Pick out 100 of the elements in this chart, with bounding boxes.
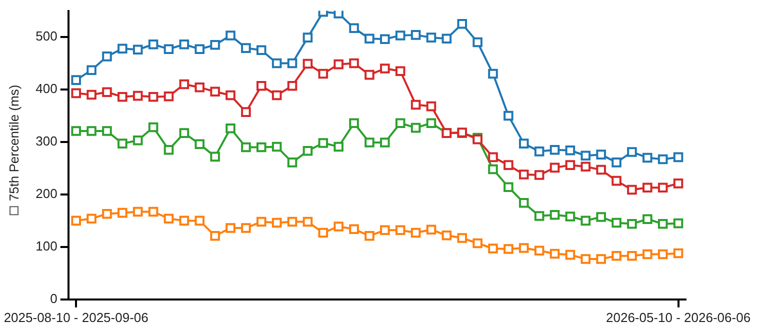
point (256, 142, 266, 152)
point (287, 158, 298, 168)
point (164, 91, 174, 102)
point (179, 39, 190, 50)
point (71, 88, 81, 98)
point (102, 87, 112, 98)
point (565, 160, 576, 170)
point (488, 244, 498, 254)
point (426, 118, 436, 128)
point (318, 68, 328, 79)
point (426, 224, 436, 234)
point (241, 142, 251, 152)
point (226, 30, 236, 40)
point (596, 254, 606, 264)
point (272, 218, 282, 228)
point (302, 216, 313, 227)
point (241, 107, 251, 117)
point (534, 246, 544, 256)
point (410, 228, 421, 238)
point (71, 216, 81, 226)
point (194, 44, 205, 54)
point (642, 152, 652, 163)
point (364, 34, 374, 44)
point (71, 75, 81, 85)
point (395, 66, 406, 76)
y-tick-label: 300 (36, 134, 58, 149)
point (132, 44, 143, 55)
point (132, 136, 143, 146)
point (504, 182, 514, 192)
point (318, 228, 328, 238)
point (132, 90, 143, 101)
point (504, 244, 514, 254)
point (226, 223, 236, 233)
point (256, 45, 266, 56)
point (565, 212, 576, 222)
point (442, 230, 452, 240)
point (118, 138, 128, 148)
point (241, 43, 251, 53)
point (179, 79, 190, 90)
point (118, 208, 128, 218)
point (148, 92, 158, 102)
point (658, 182, 668, 193)
point (627, 147, 637, 157)
point (210, 40, 220, 50)
point (627, 218, 637, 229)
point (334, 59, 344, 70)
y-tick-label: 200 (36, 186, 58, 202)
point (565, 145, 576, 156)
point (457, 233, 467, 243)
point (210, 86, 220, 96)
point (380, 225, 390, 236)
point (86, 214, 96, 224)
point (302, 58, 313, 69)
point (395, 30, 406, 40)
point (148, 39, 158, 50)
point (457, 19, 467, 29)
point (334, 222, 344, 232)
point (627, 250, 637, 261)
point (241, 223, 251, 233)
point (673, 178, 684, 188)
point (410, 30, 421, 40)
point (102, 52, 112, 62)
point (102, 126, 112, 136)
point (488, 152, 498, 162)
point (580, 162, 591, 172)
point (472, 37, 482, 48)
point (658, 154, 668, 164)
y-tick-label: 100 (36, 238, 58, 254)
point (86, 90, 96, 100)
point (488, 68, 498, 79)
point (627, 184, 637, 195)
point (410, 100, 421, 110)
point (395, 225, 406, 236)
point (164, 214, 174, 224)
point (71, 126, 81, 136)
point (349, 118, 359, 128)
point (426, 101, 436, 112)
point (612, 218, 622, 228)
point (334, 10, 344, 18)
point (673, 218, 684, 228)
point (210, 152, 220, 162)
point (580, 254, 591, 264)
point (179, 128, 190, 138)
point (287, 216, 298, 227)
point (596, 164, 606, 175)
point (518, 170, 529, 180)
point (164, 44, 174, 54)
point (504, 110, 514, 121)
point (302, 32, 313, 42)
point (364, 70, 374, 80)
point (194, 139, 205, 149)
point (194, 216, 205, 226)
point (380, 34, 390, 44)
point (148, 122, 158, 132)
point (642, 214, 652, 224)
point (256, 216, 266, 227)
point (642, 182, 652, 193)
point (580, 150, 591, 161)
point (673, 248, 684, 258)
point (642, 249, 652, 260)
